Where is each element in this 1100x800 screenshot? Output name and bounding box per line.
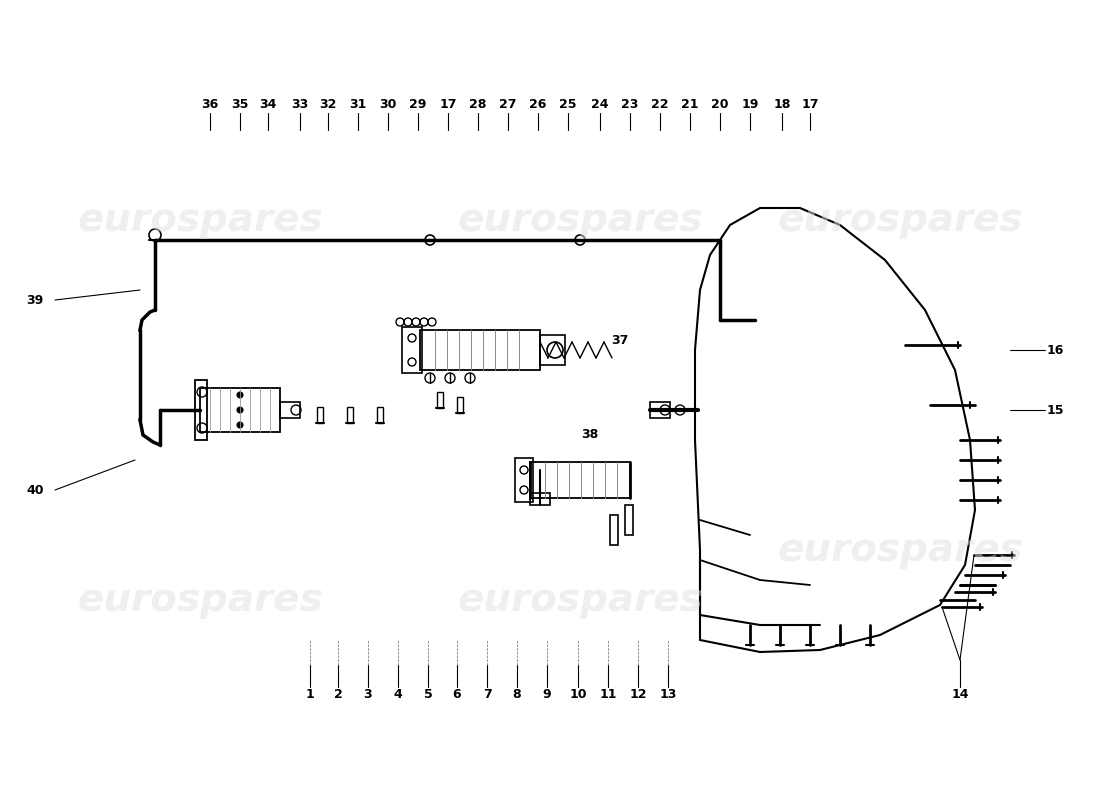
Circle shape [236, 422, 243, 428]
Text: 23: 23 [621, 98, 639, 111]
Bar [530, 493, 550, 505]
Bar [346, 407, 353, 423]
Text: 1: 1 [306, 689, 315, 702]
Text: 4: 4 [394, 689, 403, 702]
Bar [420, 330, 540, 370]
Text: 40: 40 [26, 483, 44, 497]
Text: eurospares: eurospares [458, 201, 703, 239]
Text: 27: 27 [499, 98, 517, 111]
Text: 29: 29 [409, 98, 427, 111]
Text: 3: 3 [364, 689, 372, 702]
Text: 22: 22 [651, 98, 669, 111]
Ellipse shape [735, 390, 776, 430]
Text: 9: 9 [542, 689, 551, 702]
Bar [195, 380, 207, 440]
Bar [456, 397, 463, 413]
Text: 37: 37 [612, 334, 629, 346]
Text: 35: 35 [231, 98, 249, 111]
Text: 8: 8 [513, 689, 521, 702]
Text: eurospares: eurospares [77, 201, 323, 239]
Text: 39: 39 [26, 294, 44, 306]
Bar [377, 407, 383, 423]
Bar [515, 458, 534, 502]
Bar [280, 402, 300, 418]
Text: 26: 26 [529, 98, 547, 111]
Text: 33: 33 [292, 98, 309, 111]
Text: 16: 16 [1046, 343, 1064, 357]
Text: 17: 17 [439, 98, 456, 111]
Text: 31: 31 [350, 98, 366, 111]
Text: 19: 19 [741, 98, 759, 111]
Circle shape [148, 229, 161, 241]
Text: 32: 32 [319, 98, 337, 111]
Text: 17: 17 [801, 98, 818, 111]
Bar [540, 335, 565, 365]
Text: 21: 21 [681, 98, 698, 111]
Text: 6: 6 [453, 689, 461, 702]
Circle shape [236, 407, 243, 413]
Circle shape [575, 235, 585, 245]
Text: eurospares: eurospares [777, 531, 1023, 569]
Text: 7: 7 [483, 689, 492, 702]
Bar [650, 402, 670, 418]
Text: 34: 34 [260, 98, 277, 111]
Bar [625, 505, 632, 535]
Text: 25: 25 [559, 98, 576, 111]
Text: 38: 38 [582, 429, 598, 442]
Circle shape [425, 235, 435, 245]
Text: 5: 5 [424, 689, 432, 702]
Polygon shape [695, 208, 975, 652]
Text: eurospares: eurospares [77, 581, 323, 619]
Text: 30: 30 [379, 98, 397, 111]
Text: 2: 2 [333, 689, 342, 702]
Text: 10: 10 [570, 689, 586, 702]
Text: 24: 24 [592, 98, 608, 111]
Text: 18: 18 [773, 98, 791, 111]
Text: eurospares: eurospares [458, 581, 703, 619]
Text: 20: 20 [712, 98, 728, 111]
Bar [402, 327, 422, 373]
Circle shape [236, 392, 243, 398]
Text: 12: 12 [629, 689, 647, 702]
Bar [530, 462, 630, 498]
Bar [610, 515, 618, 545]
Bar [317, 407, 323, 423]
Text: 36: 36 [201, 98, 219, 111]
Text: 11: 11 [600, 689, 617, 702]
Text: 28: 28 [470, 98, 486, 111]
Text: 13: 13 [659, 689, 676, 702]
Bar [200, 388, 280, 432]
Bar [437, 392, 443, 408]
Text: 14: 14 [952, 689, 969, 702]
Text: eurospares: eurospares [777, 201, 1023, 239]
Text: 15: 15 [1046, 403, 1064, 417]
